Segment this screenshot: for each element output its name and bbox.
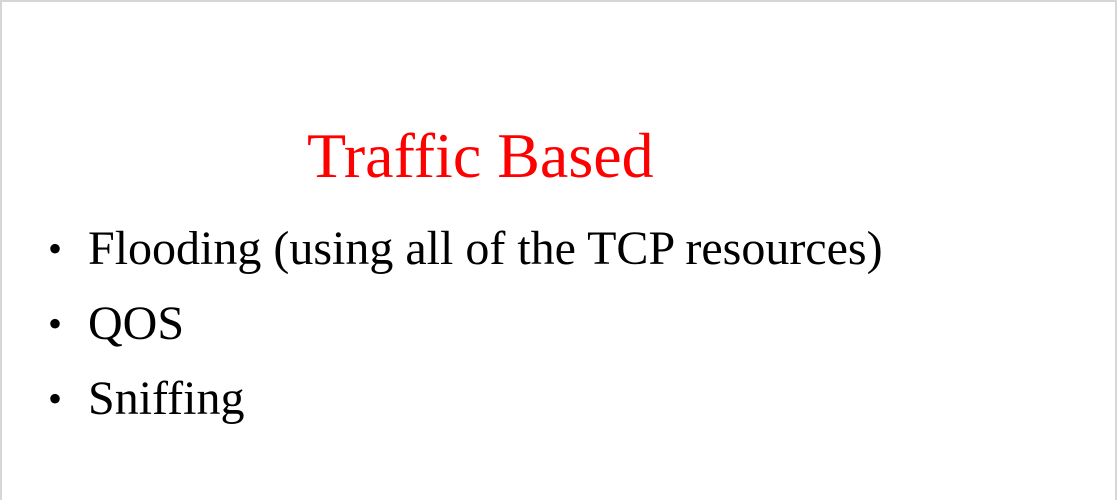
bullet-text: QOS [88,297,185,350]
bullet-text: Flooding (using all of the TCP resources… [88,222,883,275]
bullet-icon: • [48,226,63,271]
bullet-text: Sniffing [88,372,245,425]
list-item: • Sniffing [48,374,883,424]
list-item: • QOS [48,299,883,349]
bullet-icon: • [48,301,63,346]
bullet-list: • Flooding (using all of the TCP resourc… [48,224,883,449]
list-item: • Flooding (using all of the TCP resourc… [48,224,883,274]
bullet-icon: • [48,376,63,421]
slide-title: Traffic Based [307,120,654,191]
